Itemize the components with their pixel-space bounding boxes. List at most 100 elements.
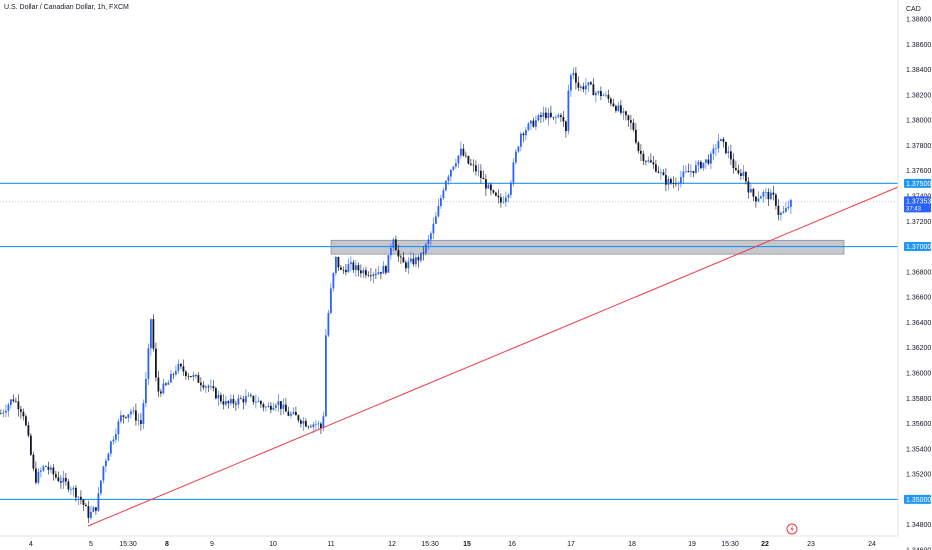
level-price-text: 1.35000 bbox=[906, 497, 931, 504]
candle bbox=[380, 272, 382, 280]
candle bbox=[45, 465, 47, 468]
candle bbox=[25, 414, 27, 427]
candle bbox=[355, 260, 357, 277]
candle bbox=[777, 199, 780, 221]
candle bbox=[752, 187, 755, 202]
candle bbox=[145, 371, 147, 408]
candle bbox=[437, 198, 440, 218]
candle bbox=[555, 114, 557, 125]
support-zone[interactable] bbox=[330, 239, 845, 255]
candle bbox=[387, 254, 390, 273]
candle bbox=[205, 384, 207, 394]
candle bbox=[357, 262, 360, 277]
ascending-trendline[interactable] bbox=[87, 186, 899, 527]
candle bbox=[435, 211, 437, 225]
candle bbox=[472, 159, 475, 172]
candle bbox=[385, 264, 387, 275]
candle bbox=[705, 159, 707, 170]
candle bbox=[10, 398, 12, 409]
candle bbox=[185, 370, 187, 380]
candle bbox=[225, 395, 227, 407]
candle bbox=[70, 486, 72, 495]
candle bbox=[410, 251, 412, 264]
level-price-text: 1.37000 bbox=[906, 244, 931, 251]
time-tick-label: 17 bbox=[567, 541, 575, 548]
candle bbox=[317, 420, 320, 430]
candle bbox=[682, 165, 685, 184]
candle bbox=[40, 467, 42, 478]
candle bbox=[522, 131, 525, 143]
candle bbox=[627, 114, 630, 127]
candle bbox=[92, 505, 95, 513]
candle bbox=[80, 490, 82, 505]
candle bbox=[5, 404, 7, 418]
candle bbox=[647, 156, 650, 164]
candle bbox=[405, 260, 407, 273]
candle bbox=[192, 371, 195, 382]
candle bbox=[135, 403, 137, 426]
candle bbox=[197, 372, 200, 383]
candle bbox=[790, 198, 792, 214]
candle bbox=[282, 398, 285, 415]
candle bbox=[535, 115, 537, 130]
candle bbox=[37, 468, 40, 485]
price-tick-label: 1.36600 bbox=[906, 295, 931, 302]
candle bbox=[110, 440, 112, 457]
candle bbox=[712, 144, 715, 161]
candle bbox=[30, 433, 32, 456]
candle bbox=[267, 402, 270, 408]
candle bbox=[665, 168, 667, 192]
candle bbox=[420, 252, 422, 263]
candle bbox=[597, 90, 600, 96]
level-price-label bbox=[904, 242, 931, 252]
candle bbox=[642, 150, 645, 166]
candle bbox=[62, 470, 65, 490]
candle bbox=[510, 180, 512, 199]
candle bbox=[367, 271, 370, 278]
candle bbox=[507, 193, 510, 203]
candle bbox=[400, 254, 402, 265]
candle bbox=[310, 424, 312, 428]
candle bbox=[345, 263, 347, 276]
candle bbox=[90, 505, 92, 520]
candle bbox=[322, 411, 325, 432]
candle bbox=[12, 394, 15, 403]
candle bbox=[352, 260, 355, 273]
candle bbox=[170, 370, 172, 383]
candle bbox=[750, 182, 752, 193]
candle bbox=[580, 84, 582, 92]
candle bbox=[695, 160, 697, 175]
current-price-text: 1.37353 bbox=[906, 198, 931, 205]
candle bbox=[360, 264, 362, 278]
candle bbox=[375, 268, 377, 279]
candle bbox=[7, 402, 10, 417]
candle bbox=[590, 80, 592, 86]
candle bbox=[397, 244, 400, 262]
candle bbox=[272, 403, 275, 411]
candle bbox=[645, 159, 647, 166]
candle bbox=[210, 379, 212, 391]
price-tick-label: 1.38800 bbox=[906, 16, 931, 23]
candle bbox=[337, 256, 340, 271]
candle bbox=[132, 406, 135, 415]
candle bbox=[230, 394, 232, 406]
price-scale[interactable] bbox=[898, 0, 932, 550]
candle bbox=[482, 170, 485, 180]
candle bbox=[372, 272, 375, 284]
candle bbox=[660, 168, 662, 180]
lightning-icon[interactable] bbox=[786, 523, 798, 535]
candle bbox=[655, 159, 657, 173]
candle bbox=[562, 111, 565, 128]
time-tick-label: 18 bbox=[628, 541, 636, 548]
candle bbox=[137, 413, 140, 426]
price-tick-label: 1.35400 bbox=[906, 446, 931, 453]
candle bbox=[697, 160, 700, 173]
candle bbox=[392, 237, 395, 252]
candle bbox=[245, 389, 247, 406]
candle bbox=[395, 235, 397, 251]
candle bbox=[757, 191, 760, 203]
candle bbox=[330, 283, 332, 315]
candle bbox=[82, 498, 85, 511]
chart-title: U.S. Dollar / Canadian Dollar, 1h, FXCM bbox=[4, 4, 129, 11]
